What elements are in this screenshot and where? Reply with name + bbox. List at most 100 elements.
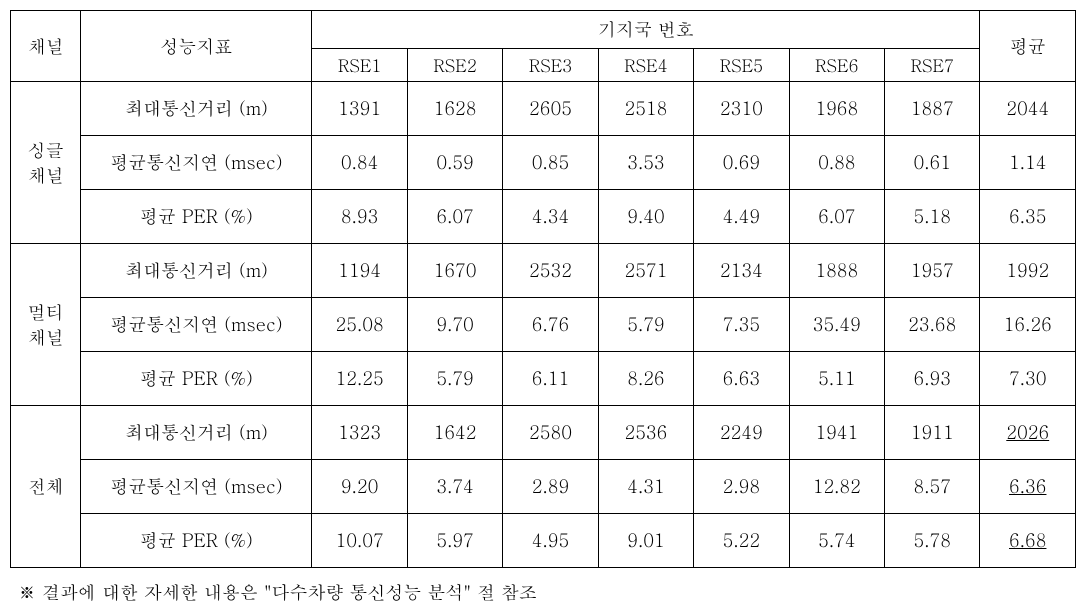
data-cell: 4.95 [503,514,598,568]
data-cell: 0.61 [885,136,980,190]
metric-label: 평균통신지연 (msec) [81,298,312,352]
data-cell: 6.63 [694,352,789,406]
data-cell: 1391 [312,82,407,136]
data-cell: 6.07 [407,190,502,244]
data-cell: 6.93 [885,352,980,406]
metric-label: 평균통신지연 (msec) [81,460,312,514]
header-station-group: 기지국 번호 [312,11,980,49]
data-cell: 2310 [694,82,789,136]
data-cell: 2.98 [694,460,789,514]
data-cell: 6.07 [789,190,884,244]
data-cell: 5.11 [789,352,884,406]
data-cell: 8.26 [598,352,693,406]
data-cell: 2.89 [503,460,598,514]
data-cell: 0.59 [407,136,502,190]
table-row: 평균 PER (%)10.075.974.959.015.225.745.786… [11,514,1076,568]
data-cell: 0.69 [694,136,789,190]
data-cell: 35.49 [789,298,884,352]
metric-label: 평균 PER (%) [81,352,312,406]
header-rse-5: RSE5 [694,49,789,82]
data-cell: 2532 [503,244,598,298]
metric-label: 최대통신거리 (m) [81,406,312,460]
channel-label: 싱글 채널 [11,82,81,244]
data-cell: 4.34 [503,190,598,244]
data-cell: 0.88 [789,136,884,190]
header-metric: 성능지표 [81,11,312,82]
data-cell: 6.11 [503,352,598,406]
header-rse-4: RSE4 [598,49,693,82]
data-cell: 1323 [312,406,407,460]
data-cell: 3.74 [407,460,502,514]
data-cell: 9.20 [312,460,407,514]
average-cell: 16.26 [980,298,1076,352]
data-cell: 5.74 [789,514,884,568]
average-cell: 1992 [980,244,1076,298]
data-cell: 7.35 [694,298,789,352]
data-cell: 1670 [407,244,502,298]
data-cell: 4.31 [598,460,693,514]
data-cell: 2536 [598,406,693,460]
data-cell: 2518 [598,82,693,136]
data-cell: 1968 [789,82,884,136]
data-cell: 9.01 [598,514,693,568]
data-cell: 5.79 [598,298,693,352]
table-row: 평균통신지연 (msec)25.089.706.765.797.3535.492… [11,298,1076,352]
data-cell: 1957 [885,244,980,298]
header-average: 평균 [980,11,1076,82]
channel-label: 멀티 채널 [11,244,81,406]
header-rse-6: RSE6 [789,49,884,82]
table-body: 채널 성능지표 기지국 번호 평균 RSE1RSE2RSE3RSE4RSE5RS… [11,11,1076,568]
data-cell: 8.57 [885,460,980,514]
table-row: 전체최대통신거리 (m)1323164225802536224919411911… [11,406,1076,460]
header-rse-7: RSE7 [885,49,980,82]
header-row-1: 채널 성능지표 기지국 번호 평균 [11,11,1076,49]
metric-label: 최대통신거리 (m) [81,244,312,298]
metric-label: 최대통신거리 (m) [81,82,312,136]
data-cell: 5.97 [407,514,502,568]
average-cell: 7.30 [980,352,1076,406]
average-cell: 2026 [980,406,1076,460]
data-cell: 2605 [503,82,598,136]
average-cell: 6.35 [980,190,1076,244]
data-cell: 23.68 [885,298,980,352]
data-cell: 5.78 [885,514,980,568]
table-row: 평균 PER (%)12.255.796.118.266.635.116.937… [11,352,1076,406]
data-cell: 5.79 [407,352,502,406]
table-row: 싱글 채널최대통신거리 (m)1391162826052518231019681… [11,82,1076,136]
data-cell: 5.18 [885,190,980,244]
table-row: 평균 PER (%)8.936.074.349.404.496.075.186.… [11,190,1076,244]
data-cell: 9.40 [598,190,693,244]
data-cell: 2249 [694,406,789,460]
data-cell: 12.82 [789,460,884,514]
data-cell: 0.85 [503,136,598,190]
header-rse-1: RSE1 [312,49,407,82]
data-cell: 1628 [407,82,502,136]
data-cell: 0.84 [312,136,407,190]
data-cell: 8.93 [312,190,407,244]
data-cell: 1911 [885,406,980,460]
performance-table: 채널 성능지표 기지국 번호 평균 RSE1RSE2RSE3RSE4RSE5RS… [10,10,1076,568]
data-cell: 6.76 [503,298,598,352]
data-cell: 9.70 [407,298,502,352]
data-cell: 4.49 [694,190,789,244]
header-rse-2: RSE2 [407,49,502,82]
metric-label: 평균통신지연 (msec) [81,136,312,190]
data-cell: 2580 [503,406,598,460]
data-cell: 2571 [598,244,693,298]
data-cell: 2134 [694,244,789,298]
data-cell: 1941 [789,406,884,460]
data-cell: 10.07 [312,514,407,568]
table-row: 평균통신지연 (msec)9.203.742.894.312.9812.828.… [11,460,1076,514]
data-cell: 5.22 [694,514,789,568]
data-cell: 3.53 [598,136,693,190]
data-cell: 1642 [407,406,502,460]
table-row: 멀티 채널최대통신거리 (m)1194167025322571213418881… [11,244,1076,298]
footnote: ※ 결과에 대한 자세한 내용은 "다수차량 통신성능 분석" 절 참조 [10,580,1076,605]
average-cell: 6.68 [980,514,1076,568]
channel-label: 전체 [11,406,81,568]
metric-label: 평균 PER (%) [81,514,312,568]
average-cell: 1.14 [980,136,1076,190]
data-cell: 12.25 [312,352,407,406]
table-row: 평균통신지연 (msec)0.840.590.853.530.690.880.6… [11,136,1076,190]
header-rse-3: RSE3 [503,49,598,82]
